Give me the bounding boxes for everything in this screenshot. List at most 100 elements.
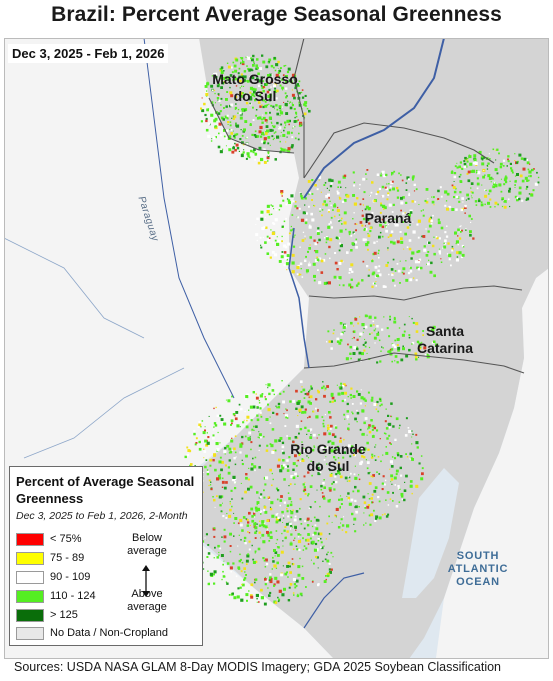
- greenness-pixel: [398, 427, 400, 429]
- greenness-pixel: [242, 108, 244, 111]
- greenness-pixel: [390, 481, 392, 483]
- greenness-pixel: [212, 434, 215, 437]
- greenness-pixel: [285, 87, 288, 90]
- greenness-pixel: [307, 494, 309, 497]
- greenness-pixel: [295, 579, 299, 583]
- brazil-land: [189, 38, 549, 659]
- greenness-pixel: [286, 459, 289, 462]
- greenness-pixel: [381, 514, 384, 516]
- greenness-pixel: [411, 492, 413, 495]
- greenness-pixel: [350, 357, 352, 360]
- greenness-pixel: [301, 441, 303, 443]
- greenness-pixel: [260, 510, 263, 513]
- greenness-pixel: [402, 272, 405, 275]
- greenness-pixel: [387, 423, 389, 425]
- greenness-pixel: [270, 64, 274, 68]
- greenness-pixel: [487, 201, 490, 205]
- greenness-pixel: [269, 506, 272, 508]
- greenness-pixel: [352, 490, 355, 493]
- greenness-pixel: [329, 440, 332, 443]
- legend: Percent of Average Seasonal Greenness De…: [9, 466, 203, 646]
- greenness-pixel: [297, 539, 302, 544]
- greenness-pixel: [475, 169, 478, 172]
- greenness-pixel: [364, 345, 367, 348]
- greenness-pixel: [440, 261, 443, 263]
- greenness-pixel: [258, 449, 260, 451]
- greenness-pixel: [235, 103, 237, 105]
- greenness-pixel: [288, 497, 292, 501]
- greenness-pixel: [370, 419, 373, 422]
- greenness-pixel: [205, 92, 209, 96]
- greenness-pixel: [251, 463, 254, 466]
- greenness-pixel: [287, 515, 290, 518]
- greenness-pixel: [253, 514, 256, 517]
- greenness-pixel: [218, 554, 220, 556]
- greenness-pixel: [510, 169, 514, 172]
- greenness-pixel: [245, 476, 248, 480]
- greenness-pixel: [382, 347, 384, 349]
- greenness-pixel: [503, 205, 507, 209]
- greenness-pixel: [302, 231, 305, 233]
- greenness-pixel: [375, 285, 377, 287]
- greenness-pixel: [285, 112, 289, 115]
- greenness-pixel: [265, 132, 268, 135]
- greenness-pixel: [294, 483, 296, 485]
- greenness-pixel: [245, 518, 247, 520]
- greenness-pixel: [245, 101, 249, 105]
- greenness-pixel: [287, 599, 291, 602]
- greenness-pixel: [233, 522, 235, 524]
- greenness-pixel: [401, 271, 404, 274]
- greenness-pixel: [389, 442, 391, 444]
- greenness-pixel: [284, 245, 288, 249]
- greenness-pixel: [264, 104, 268, 108]
- greenness-pixel: [260, 140, 264, 143]
- greenness-pixel: [415, 188, 418, 191]
- greenness-pixel: [220, 510, 223, 513]
- greenness-pixel: [416, 223, 419, 226]
- greenness-pixel: [405, 474, 408, 478]
- greenness-pixel: [254, 153, 258, 156]
- greenness-pixel: [342, 261, 344, 263]
- greenness-pixel: [277, 71, 280, 74]
- greenness-pixel: [374, 486, 378, 489]
- greenness-pixel: [386, 491, 390, 494]
- greenness-pixel: [348, 268, 352, 271]
- greenness-pixel: [336, 209, 340, 213]
- greenness-pixel: [193, 432, 196, 436]
- greenness-pixel: [418, 462, 421, 465]
- greenness-pixel: [489, 158, 491, 160]
- greenness-pixel: [294, 201, 297, 203]
- greenness-pixel: [363, 421, 366, 425]
- greenness-pixel: [507, 160, 510, 163]
- greenness-pixel: [343, 438, 345, 441]
- greenness-pixel: [368, 424, 371, 427]
- greenness-pixel: [408, 214, 411, 218]
- greenness-pixel: [259, 394, 263, 398]
- greenness-pixel: [351, 512, 354, 516]
- greenness-pixel: [256, 414, 259, 417]
- greenness-pixel: [254, 135, 258, 138]
- greenness-pixel: [252, 54, 255, 58]
- greenness-pixel: [272, 449, 275, 452]
- greenness-pixel: [346, 194, 350, 198]
- greenness-pixel: [275, 63, 279, 67]
- greenness-pixel: [221, 578, 223, 581]
- greenness-pixel: [528, 179, 530, 182]
- greenness-pixel: [305, 218, 308, 221]
- greenness-pixel: [305, 255, 307, 258]
- greenness-pixel: [298, 548, 301, 551]
- greenness-pixel: [344, 391, 347, 395]
- greenness-pixel: [362, 397, 366, 401]
- greenness-pixel: [516, 173, 519, 176]
- greenness-pixel: [288, 485, 290, 487]
- greenness-pixel: [302, 537, 304, 540]
- greenness-pixel: [264, 525, 268, 529]
- label-santa-catarina: Santa Catarina: [416, 323, 474, 356]
- greenness-pixel: [238, 559, 241, 563]
- greenness-pixel: [267, 587, 269, 589]
- greenness-pixel: [411, 317, 413, 320]
- greenness-pixel: [334, 448, 337, 451]
- greenness-pixel: [309, 436, 313, 439]
- greenness-pixel: [297, 415, 299, 417]
- greenness-pixel: [394, 339, 397, 342]
